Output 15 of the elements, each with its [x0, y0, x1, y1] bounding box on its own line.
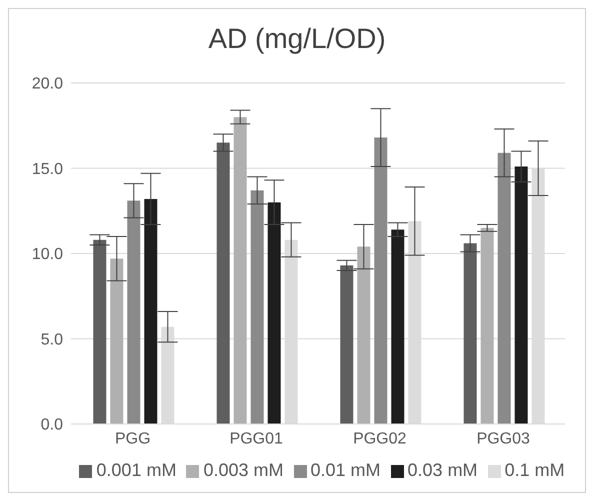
y-tick-label: 15.0: [32, 160, 64, 178]
y-tick-label: 10.0: [32, 246, 64, 264]
y-tick-label: 0.0: [40, 416, 64, 434]
legend-label: 0.1 mM: [504, 460, 565, 480]
legend-label: 0.01 mM: [310, 460, 381, 480]
legend-label: 0.03 mM: [408, 460, 478, 480]
x-tick-label: PGG01: [230, 430, 284, 448]
legend-label: 0.003 mM: [203, 460, 284, 480]
y-tick-label: 20.0: [32, 76, 64, 93]
x-tick-label: PGG02: [353, 430, 407, 448]
y-tick-label: 5.0: [40, 331, 64, 348]
legend-label: 0.001 mM: [96, 460, 176, 480]
chart-title: AD (mg/L/OD): [207, 22, 387, 56]
x-tick-label: PGG03: [476, 430, 530, 448]
x-tick-label: PGG: [114, 430, 151, 448]
